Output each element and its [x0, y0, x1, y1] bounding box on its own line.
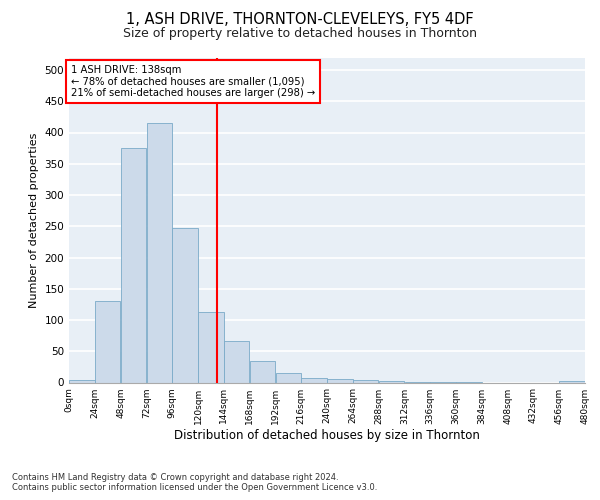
Bar: [327, 380, 353, 382]
Bar: [353, 380, 379, 382]
Bar: [198, 312, 224, 382]
Bar: [224, 341, 250, 382]
Bar: [559, 381, 585, 382]
Bar: [250, 360, 275, 382]
Text: 1 ASH DRIVE: 138sqm
← 78% of detached houses are smaller (1,095)
21% of semi-det: 1 ASH DRIVE: 138sqm ← 78% of detached ho…: [71, 65, 316, 98]
Bar: [379, 381, 404, 382]
Bar: [69, 380, 95, 382]
Text: Contains HM Land Registry data © Crown copyright and database right 2024.
Contai: Contains HM Land Registry data © Crown c…: [12, 473, 377, 492]
Bar: [121, 148, 146, 382]
Text: 1, ASH DRIVE, THORNTON-CLEVELEYS, FY5 4DF: 1, ASH DRIVE, THORNTON-CLEVELEYS, FY5 4D…: [126, 12, 474, 28]
Bar: [172, 228, 198, 382]
Text: Size of property relative to detached houses in Thornton: Size of property relative to detached ho…: [123, 28, 477, 40]
Bar: [301, 378, 327, 382]
X-axis label: Distribution of detached houses by size in Thornton: Distribution of detached houses by size …: [174, 430, 480, 442]
Bar: [275, 373, 301, 382]
Bar: [146, 123, 172, 382]
Y-axis label: Number of detached properties: Number of detached properties: [29, 132, 39, 308]
Bar: [95, 301, 121, 382]
